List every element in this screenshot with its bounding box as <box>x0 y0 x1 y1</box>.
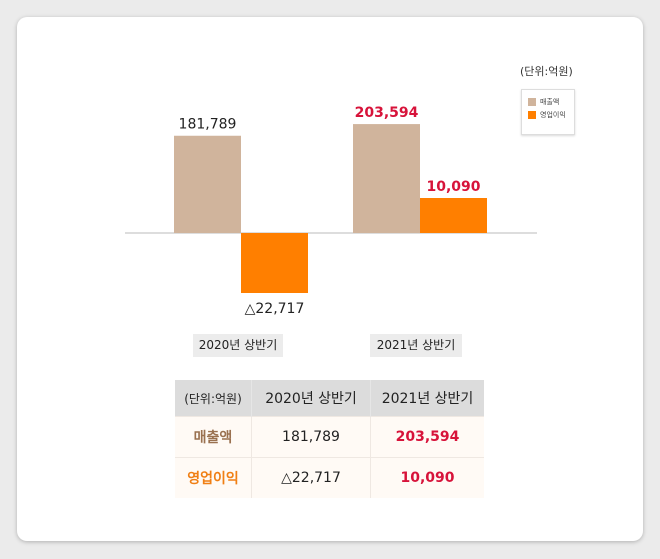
row-label: 매출액 <box>175 416 252 458</box>
legend-label: 영업이익 <box>540 110 566 119</box>
legend-item-revenue: 매출액 <box>528 97 574 106</box>
table-row: 영업이익 △22,717 10,090 <box>175 457 484 498</box>
header-2020: 2020년 상반기 <box>251 380 371 417</box>
unit-label: (단위:억원) <box>520 65 573 78</box>
table-row: 매출액 181,789 203,594 <box>175 416 484 458</box>
cell: 203,594 <box>370 416 484 458</box>
data-label: △22,717 <box>245 301 305 317</box>
row-label: 영업이익 <box>175 457 252 498</box>
data-label: 203,594 <box>355 105 419 121</box>
cell: △22,717 <box>251 457 371 498</box>
category-label-2020: 2020년 상반기 <box>193 334 283 357</box>
legend: 매출액 영업이익 <box>521 89 575 135</box>
data-label: 10,090 <box>426 179 480 195</box>
header-2021: 2021년 상반기 <box>370 380 484 417</box>
bar <box>353 124 420 233</box>
category-label-2021: 2021년 상반기 <box>370 334 462 357</box>
data-table: (단위:억원) 2020년 상반기 2021년 상반기 매출액 181,789 … <box>175 380 484 498</box>
bar <box>420 198 487 233</box>
data-label: 181,789 <box>179 117 237 133</box>
table-header: (단위:억원) 2020년 상반기 2021년 상반기 <box>175 380 484 417</box>
header-unit: (단위:억원) <box>175 380 252 417</box>
cell: 10,090 <box>370 457 484 498</box>
legend-item-operating-profit: 영업이익 <box>528 110 574 119</box>
legend-label: 매출액 <box>540 97 560 106</box>
bar <box>174 135 241 233</box>
cell: 181,789 <box>251 416 371 458</box>
bar <box>241 233 308 293</box>
legend-swatch <box>528 97 536 106</box>
legend-swatch <box>528 110 536 119</box>
